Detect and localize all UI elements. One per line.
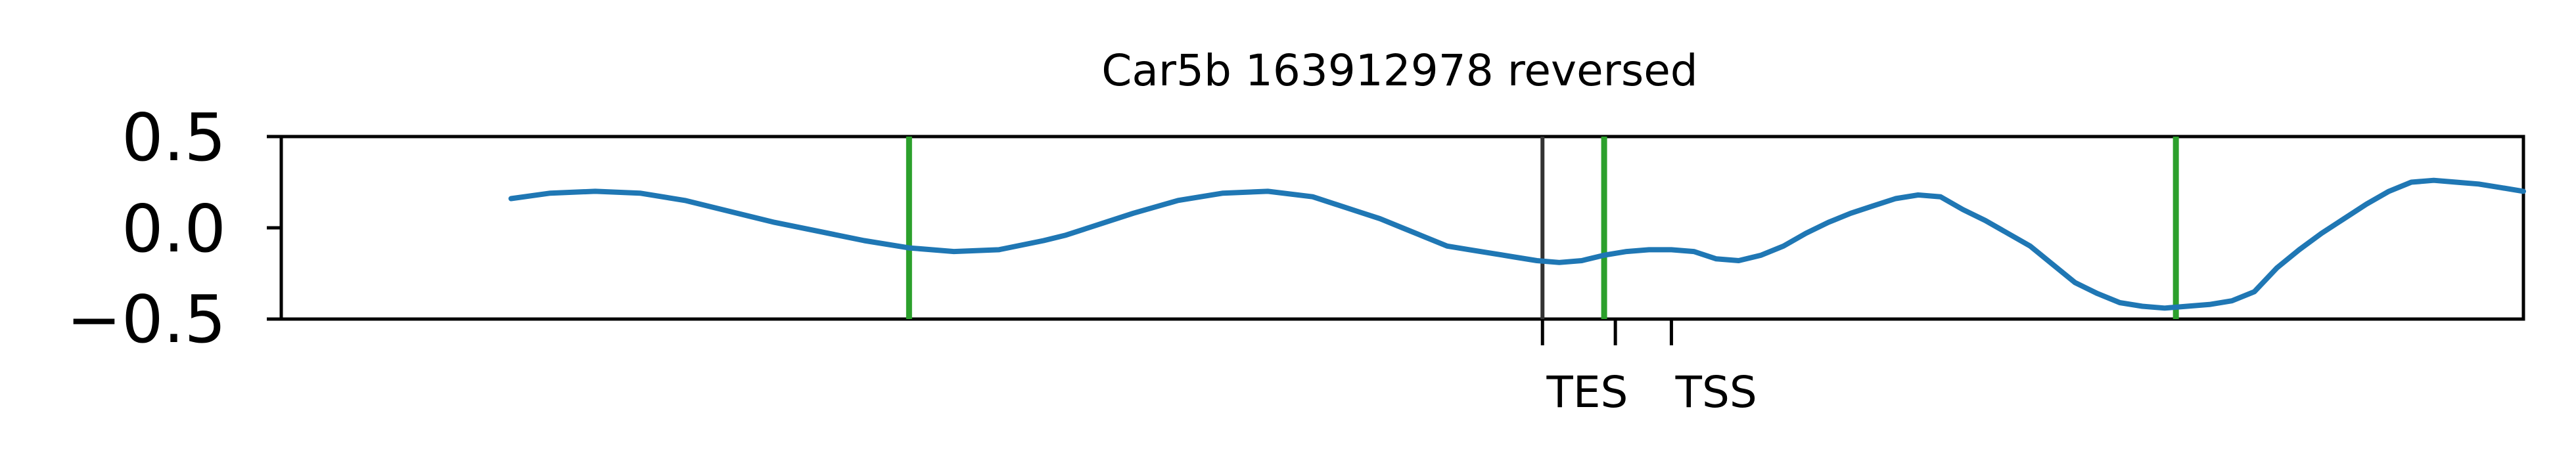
x-marker-label-tss: TSS <box>1675 367 1757 418</box>
y-tick-label-0: 0.5 <box>122 99 226 176</box>
series-layer <box>508 177 2526 311</box>
marker-lines-layer <box>906 137 2179 319</box>
y-tick-label-1: 0.0 <box>122 190 226 267</box>
chart-title: Car5b 163912978 reversed <box>1101 45 1697 96</box>
y-tick-label-2: −0.5 <box>66 281 226 358</box>
x-marker-label-tes: TES <box>1546 367 1628 418</box>
y-axis: 0.5 0.0 −0.5 <box>66 99 281 358</box>
series-line-0 <box>508 177 2526 311</box>
x-markers-layer: TES TSS <box>1540 319 1757 418</box>
